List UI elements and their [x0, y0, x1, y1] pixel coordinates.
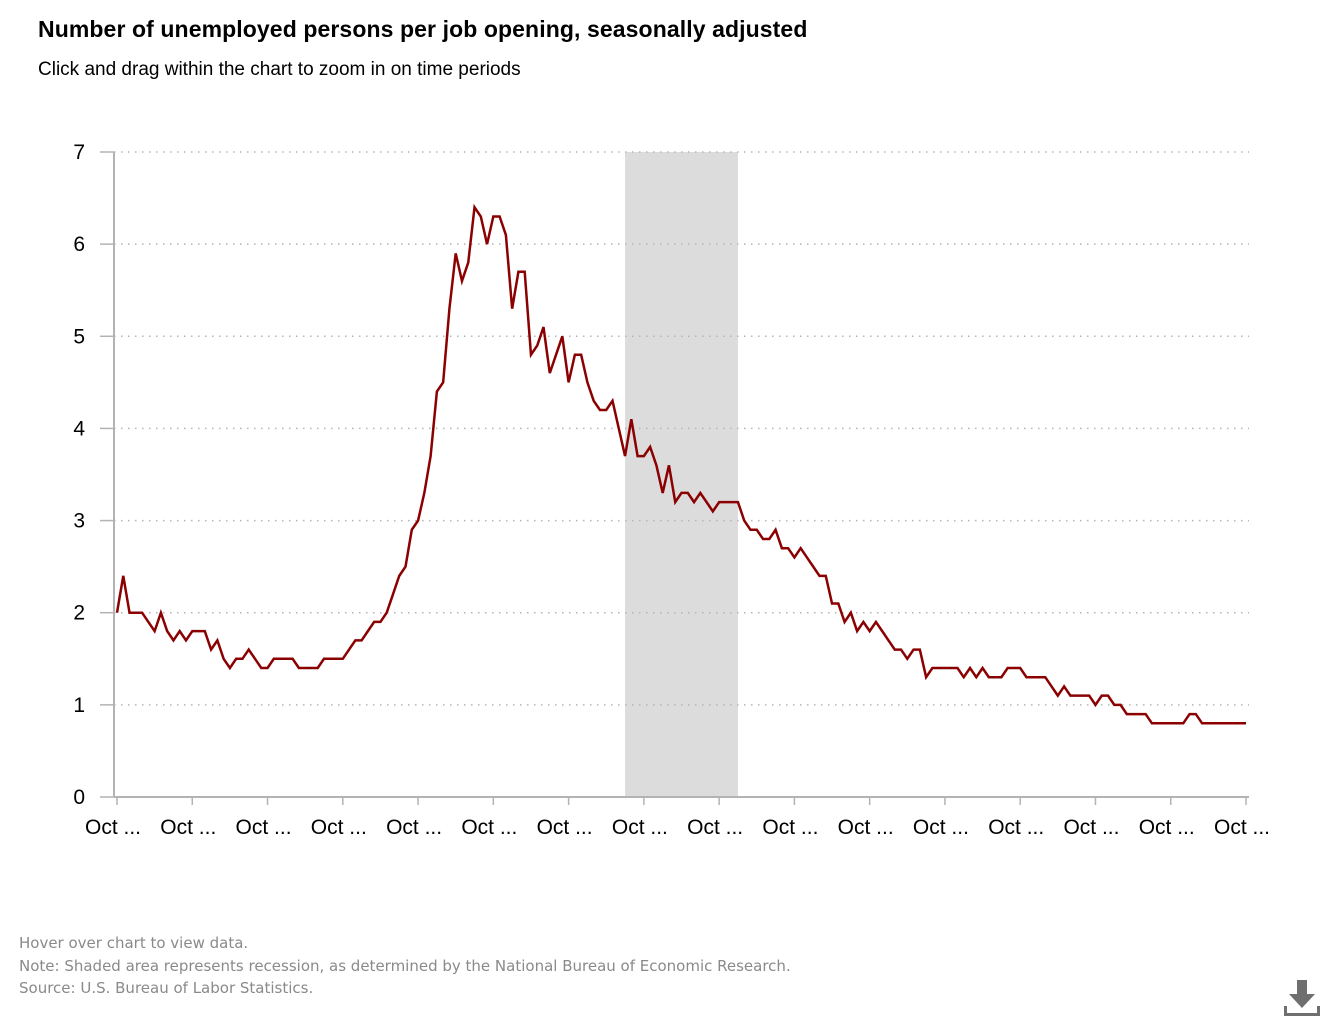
y-tick-label: 2	[73, 602, 85, 625]
x-tick-label: Oct ...	[913, 816, 969, 839]
x-tick-label: Oct ...	[311, 816, 367, 839]
y-tick-label: 7	[73, 141, 85, 164]
y-tick-label: 5	[73, 325, 85, 348]
series-line	[115, 203, 1246, 725]
series-layer	[115, 203, 1246, 725]
x-tick-label: Oct ...	[85, 816, 141, 839]
x-tick-label: Oct ...	[988, 816, 1044, 839]
x-tick-labels: Oct ... Oct ... Oct ... Oct ... Oct ... Oct .…	[85, 816, 1270, 839]
download-button[interactable]	[1281, 977, 1323, 1019]
x-tick-label: Oct ...	[687, 816, 743, 839]
x-tick-label: Oct ...	[236, 816, 292, 839]
recession-band	[625, 152, 738, 797]
hover-note: Hover over chart to view data.	[19, 934, 249, 952]
chart-title: Number of unemployed persons per job ope…	[38, 16, 808, 42]
y-tick-label: 6	[73, 233, 85, 256]
x-tick-label: Oct ...	[386, 816, 442, 839]
x-tick-label: Oct ...	[1063, 816, 1119, 839]
y-tick-label: 3	[73, 510, 85, 533]
gridlines	[114, 151, 1249, 706]
x-tick-label: Oct ...	[838, 816, 894, 839]
x-tick-label: Oct ...	[612, 816, 668, 839]
x-tick-label: Oct ...	[160, 816, 216, 839]
y-tick-label: 1	[73, 694, 85, 717]
recession-note: Note: Shaded area represents recession, …	[19, 956, 791, 975]
axes	[100, 151, 1249, 805]
x-tick-label: Oct ...	[1139, 816, 1195, 839]
source-note: Source: U.S. Bureau of Labor Statistics.	[19, 979, 314, 997]
x-tick-label: Oct ...	[1214, 816, 1270, 839]
download-icon	[1284, 980, 1320, 1016]
x-tick-label: Oct ...	[762, 816, 818, 839]
y-tick-label: 4	[73, 417, 85, 440]
y-tick-label: 0	[73, 786, 85, 809]
chart-subtitle: Click and drag within the chart to zoom …	[38, 59, 521, 80]
x-tick-label: Oct ...	[537, 816, 593, 839]
x-tick-label: Oct ...	[461, 816, 517, 839]
y-tick-labels: 0 1 2 3 4 5 6 7	[73, 141, 85, 809]
chart-footer: Hover over chart to view data. Note: Sha…	[19, 932, 791, 1000]
recession-band-layer	[625, 152, 738, 797]
